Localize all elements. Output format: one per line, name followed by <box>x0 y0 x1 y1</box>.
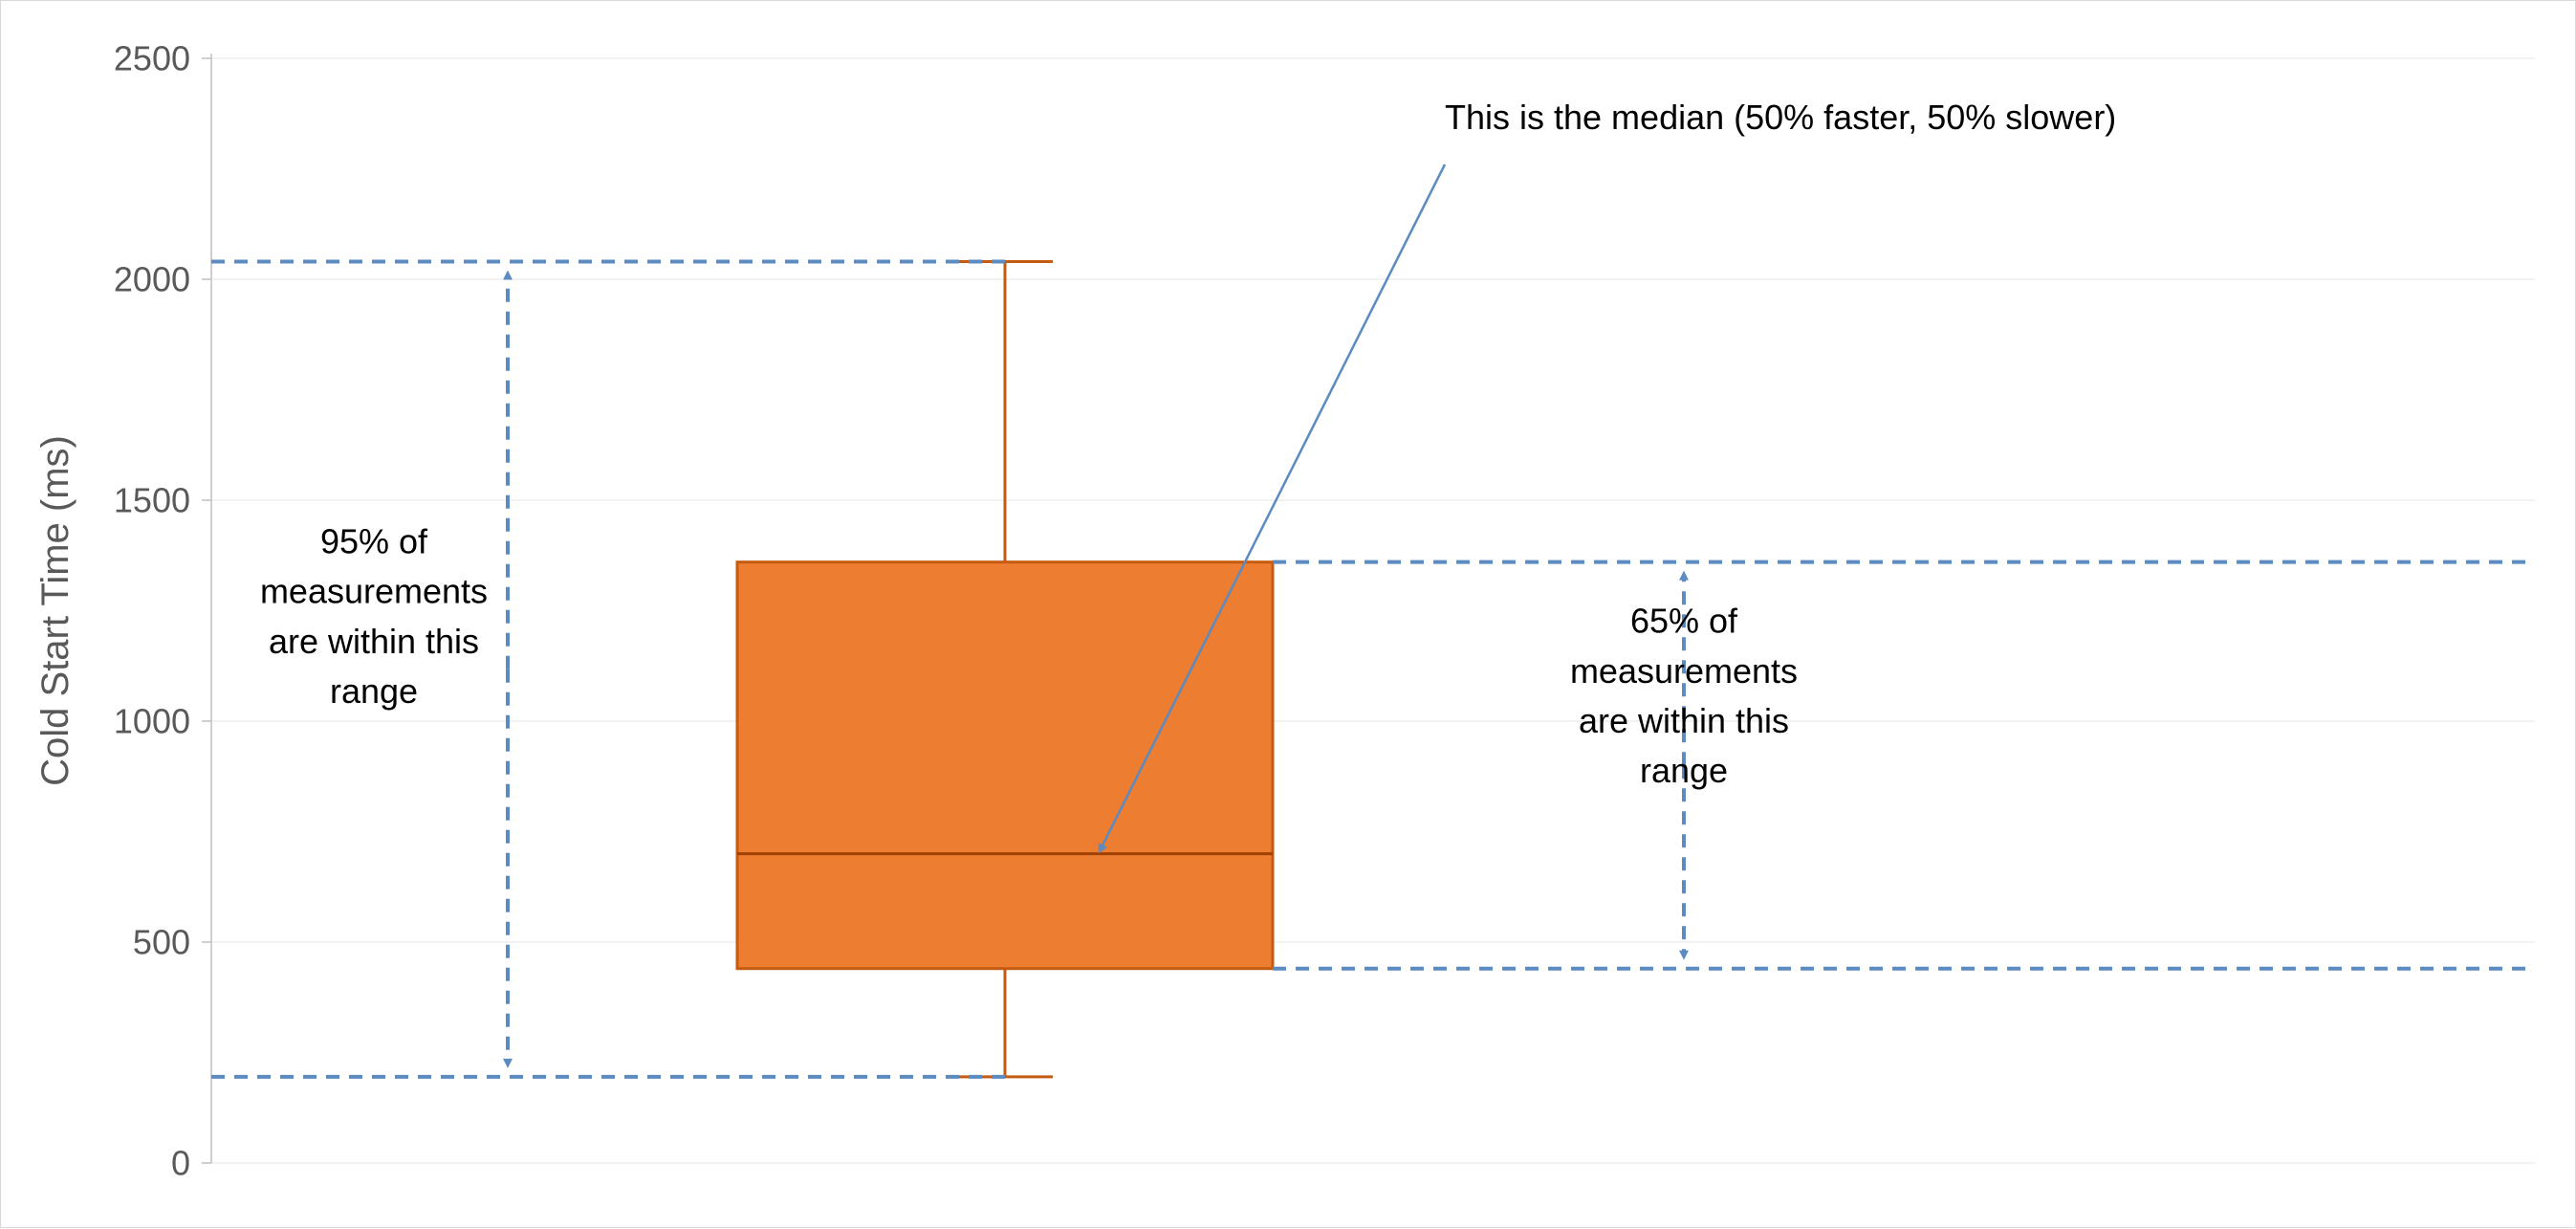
range-65-label: measurements <box>1570 651 1798 691</box>
range-65-label: 65% of <box>1630 602 1738 641</box>
y-tick-label: 1000 <box>114 702 190 741</box>
range-95-label: are within this <box>269 622 479 661</box>
range-95-label: range <box>330 671 418 711</box>
y-tick-label: 2500 <box>114 39 190 78</box>
range-65-label: range <box>1640 751 1728 790</box>
y-tick-label: 2000 <box>114 260 190 299</box>
range-95-label: measurements <box>260 572 488 611</box>
range-65-label: are within this <box>1579 701 1789 740</box>
chart-frame: 0 500 1000 1500 2000 2500 Cold Start Time (ms)… <box>0 0 2576 1228</box>
median-callout-label: This is the median (50% faster, 50% slow… <box>1445 98 2116 137</box>
range-95-label: 95% of <box>320 521 428 560</box>
y-tick-label: 500 <box>133 923 190 962</box>
y-axis-title: Cold Start Time (ms) <box>34 435 76 786</box>
boxplot-chart: 0 500 1000 1500 2000 2500 Cold Start Time (ms)… <box>1 1 2576 1229</box>
y-tick-label: 0 <box>171 1144 190 1183</box>
y-tick-label: 1500 <box>114 481 190 520</box>
box <box>737 562 1273 969</box>
